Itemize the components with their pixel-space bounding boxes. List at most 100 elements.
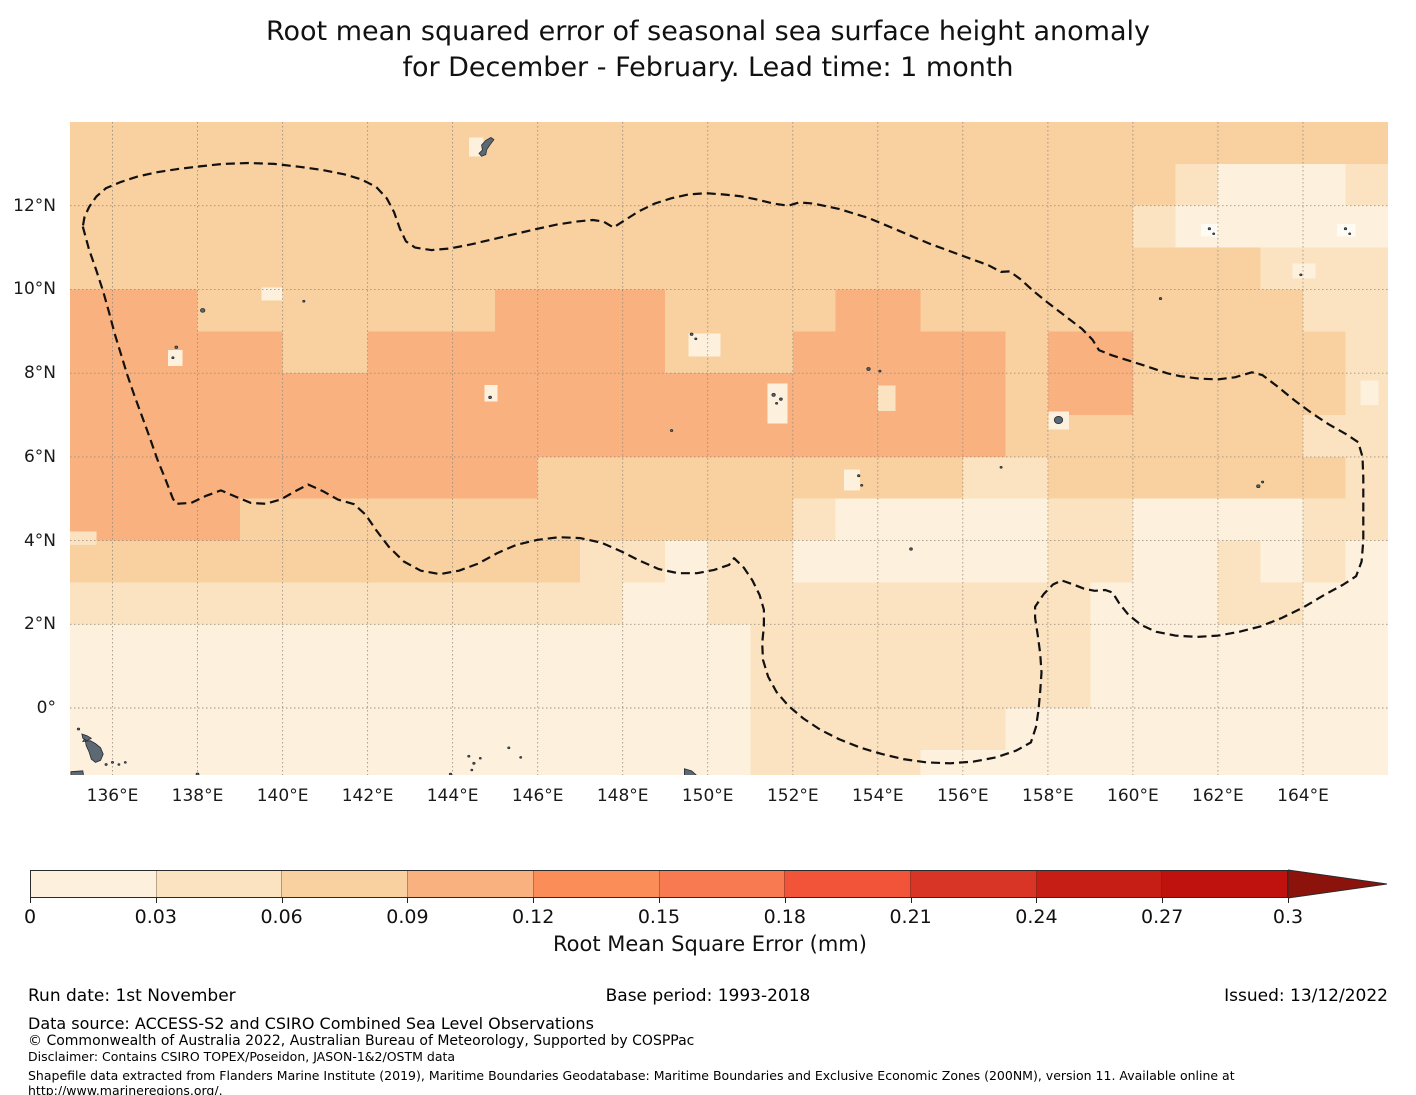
island-new-ireland (684, 768, 697, 775)
islands (70, 137, 1352, 775)
island-dot (472, 761, 476, 765)
colorbar-segment (407, 871, 533, 897)
x-tick-label: 150°E (681, 786, 734, 806)
colorbar-tick-label: 0.06 (260, 906, 303, 928)
colorbar-tick-label: 0.03 (134, 906, 177, 928)
island-dot (669, 429, 674, 432)
colorbar-tick-label: 0.21 (889, 906, 932, 928)
y-tick-label: 2°N (23, 614, 56, 635)
island-dot (779, 397, 783, 401)
island-dot (771, 393, 776, 397)
island-dot (689, 332, 694, 336)
x-tick-label: 146°E (511, 786, 564, 806)
colorbar-tick-mark (155, 898, 157, 903)
x-tick-label: 164°E (1277, 786, 1329, 806)
island-dot (507, 746, 511, 750)
island-dot (448, 772, 453, 775)
map-gridlines (70, 122, 1388, 775)
island-dot (1343, 227, 1348, 231)
island-dot (1299, 273, 1303, 277)
colorbar-segment (31, 871, 156, 897)
colorbar-label: Root Mean Square Error (mm) (553, 932, 867, 956)
issued-date-text: Issued: 13/12/2022 (1224, 986, 1388, 1006)
chart-title: Root mean squared error of seasonal sea … (0, 14, 1416, 86)
data-source-text: Data source: ACCESS-S2 and CSIRO Combine… (28, 1014, 594, 1033)
x-tick-label: 140°E (256, 786, 309, 806)
y-tick-label: 0° (36, 698, 56, 718)
colorbar (30, 870, 1288, 898)
island-dot (878, 369, 882, 373)
y-tick-label: 6°N (23, 446, 56, 467)
y-tick-label: 4°N (23, 530, 56, 551)
island-palau (82, 737, 104, 763)
island-dot (857, 474, 861, 478)
island-dot (909, 547, 913, 551)
island-palau-north (81, 733, 93, 742)
island-dot (1212, 232, 1216, 236)
disclaimer-text: Disclaimer: Contains CSIRO TOPEX/Poseido… (28, 1049, 456, 1064)
x-tick-label: 162°E (1192, 786, 1244, 806)
run-date-text: Run date: 1st November (28, 986, 236, 1006)
x-axis: 136°E 138°E 140°E 142°E 144°E 146°E 148°E 150°E… (70, 784, 1388, 810)
island-dot (467, 754, 471, 758)
colorbar-tick-mark (30, 898, 31, 903)
colorbar-arrow-shape (1287, 869, 1388, 899)
colorbar-tick-label: 0.24 (1015, 906, 1058, 928)
y-tick-label: 12°N (13, 195, 56, 216)
island-dot (302, 299, 306, 303)
colorbar-tick-mark (1036, 898, 1038, 903)
colorbar-tick-label: 0.12 (512, 906, 555, 928)
x-tick-label: 142°E (341, 786, 394, 806)
island-dot (999, 465, 1003, 469)
colorbar-ticks: 0 0.03 0.06 0.09 0.12 0.15 0.18 0.21 0.24 0.27 0.3 (0, 898, 1416, 932)
x-tick-label: 156°E (936, 786, 989, 806)
x-tick-label: 144°E (426, 786, 479, 806)
island-dot (117, 763, 121, 766)
colorbar-tick-mark (281, 898, 283, 903)
base-period-text: Base period: 1993-2018 (605, 986, 811, 1006)
island-dot (195, 772, 200, 775)
colorbar-extend-arrow (1287, 869, 1388, 899)
colorbar-tick-mark (784, 898, 786, 903)
colorbar-tick-mark (1288, 898, 1289, 903)
colorbar-tick-label: 0.18 (763, 906, 806, 928)
y-tick-label: 10°N (13, 279, 56, 300)
copyright-text: © Commonwealth of Australia 2022, Austra… (28, 1033, 695, 1049)
colorbar-tick-mark (910, 898, 912, 903)
island-dot (123, 761, 127, 764)
island-dot (1348, 232, 1352, 236)
island-dot (104, 763, 108, 766)
shapefile-note-text: Shapefile data extracted from Flanders M… (28, 1068, 1235, 1095)
colorbar-segment (281, 871, 408, 897)
island-dot (171, 356, 175, 360)
island-guam (478, 137, 495, 157)
colorbar-tick-label: 0.27 (1141, 906, 1184, 928)
x-tick-label: 154°E (851, 786, 904, 806)
x-tick-label: 138°E (171, 786, 224, 806)
island-dot (694, 337, 698, 341)
colorbar-segment (658, 871, 785, 897)
colorbar-tick-label: 0.15 (637, 906, 681, 928)
colorbar-segment (784, 871, 910, 897)
x-tick-label: 136°E (86, 786, 139, 806)
island-dot (1261, 480, 1265, 484)
footer-row: Run date: 1st November Base period: 1993… (28, 986, 1388, 1008)
colorbar-tick-label: 0.09 (386, 906, 429, 928)
island-dot (111, 761, 115, 764)
island-dot (775, 401, 779, 405)
island-dot (1053, 416, 1064, 424)
colorbar-segment (909, 871, 1036, 897)
colorbar-segment (1161, 871, 1288, 897)
colorbar-tick-mark (533, 898, 535, 903)
chart-title-line1: Root mean squared error of seasonal sea … (265, 16, 1151, 47)
island-dot (488, 395, 492, 399)
colorbar-tick-label: 0 (23, 906, 37, 928)
x-tick-label: 160°E (1107, 786, 1159, 806)
colorbar-segment (1035, 871, 1162, 897)
island-dot (1158, 297, 1163, 301)
rmse-cells (70, 122, 1388, 775)
island-west-edge-islet (70, 770, 84, 775)
island-dot (1256, 484, 1261, 489)
y-axis: 12°N 10°N 8°N 6°N 4°N 2°N 0° (0, 122, 62, 775)
